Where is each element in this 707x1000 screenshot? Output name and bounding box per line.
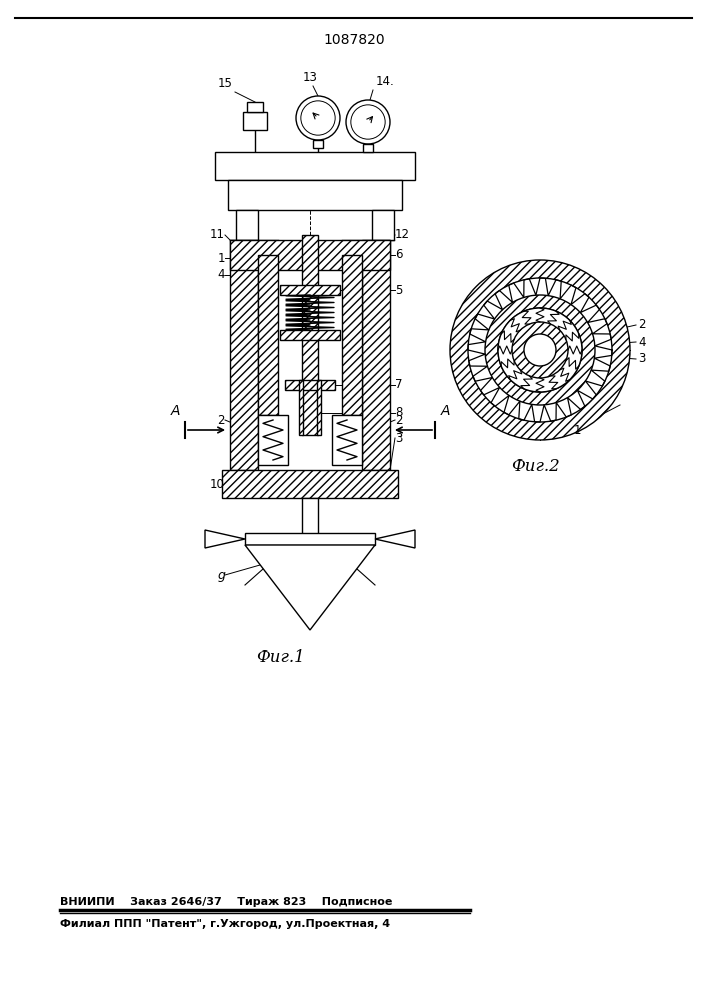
Bar <box>280 330 340 340</box>
Circle shape <box>498 308 582 392</box>
Circle shape <box>485 295 595 405</box>
Bar <box>302 498 318 545</box>
Text: Фиг.2: Фиг.2 <box>510 458 559 475</box>
Bar <box>299 380 303 435</box>
Circle shape <box>524 334 556 366</box>
Bar <box>245 533 375 545</box>
Polygon shape <box>205 530 245 548</box>
Circle shape <box>450 260 630 440</box>
Text: 2: 2 <box>638 318 645 332</box>
Bar <box>258 255 278 415</box>
Text: 14.: 14. <box>376 75 395 88</box>
Text: 3: 3 <box>638 353 645 365</box>
Circle shape <box>301 101 335 135</box>
Bar <box>258 415 288 465</box>
Text: 1087820: 1087820 <box>323 33 385 47</box>
Circle shape <box>498 308 582 392</box>
Circle shape <box>468 278 612 422</box>
Bar <box>243 112 267 130</box>
Text: 4: 4 <box>638 336 645 349</box>
Bar <box>280 285 340 295</box>
Bar <box>236 210 258 240</box>
Text: А: А <box>170 404 180 418</box>
Text: 12: 12 <box>395 229 410 241</box>
Bar <box>247 102 263 112</box>
Text: g: g <box>217 568 225 582</box>
Text: 2: 2 <box>395 414 402 426</box>
Text: ВНИИПИ    Заказ 2646/37    Тираж 823    Подписное: ВНИИПИ Заказ 2646/37 Тираж 823 Подписное <box>60 897 392 907</box>
Text: 3: 3 <box>395 432 402 444</box>
Text: 1: 1 <box>218 251 225 264</box>
Text: Фиг.1: Фиг.1 <box>256 650 305 666</box>
Circle shape <box>351 105 385 139</box>
Text: 5: 5 <box>395 284 402 296</box>
Bar <box>317 380 321 435</box>
Polygon shape <box>375 530 415 548</box>
Bar <box>222 470 398 498</box>
Circle shape <box>512 322 568 378</box>
Text: 1: 1 <box>574 424 581 436</box>
Bar <box>230 240 390 270</box>
Bar <box>230 240 258 470</box>
Text: Филиал ППП "Патент", г.Ужгород, ул.Проектная, 4: Филиал ППП "Патент", г.Ужгород, ул.Проек… <box>60 919 390 929</box>
Text: А: А <box>440 404 450 418</box>
Bar <box>302 235 318 435</box>
Text: 4: 4 <box>218 268 225 282</box>
Text: 7: 7 <box>395 378 402 391</box>
Bar <box>313 140 323 148</box>
Circle shape <box>346 100 390 144</box>
Text: 13: 13 <box>303 71 317 84</box>
Circle shape <box>296 96 340 140</box>
Bar <box>342 255 362 415</box>
Text: 11: 11 <box>210 229 225 241</box>
Bar <box>363 144 373 152</box>
Polygon shape <box>245 545 375 630</box>
Bar <box>332 415 362 465</box>
Text: 15: 15 <box>218 77 233 90</box>
Text: 6: 6 <box>395 248 402 261</box>
Bar <box>372 210 394 240</box>
Bar <box>362 240 390 470</box>
Bar <box>228 180 402 210</box>
Text: 10: 10 <box>210 478 225 490</box>
Bar <box>215 152 415 180</box>
Text: 8: 8 <box>395 406 402 420</box>
Text: 2: 2 <box>218 414 225 426</box>
Bar <box>285 380 335 390</box>
